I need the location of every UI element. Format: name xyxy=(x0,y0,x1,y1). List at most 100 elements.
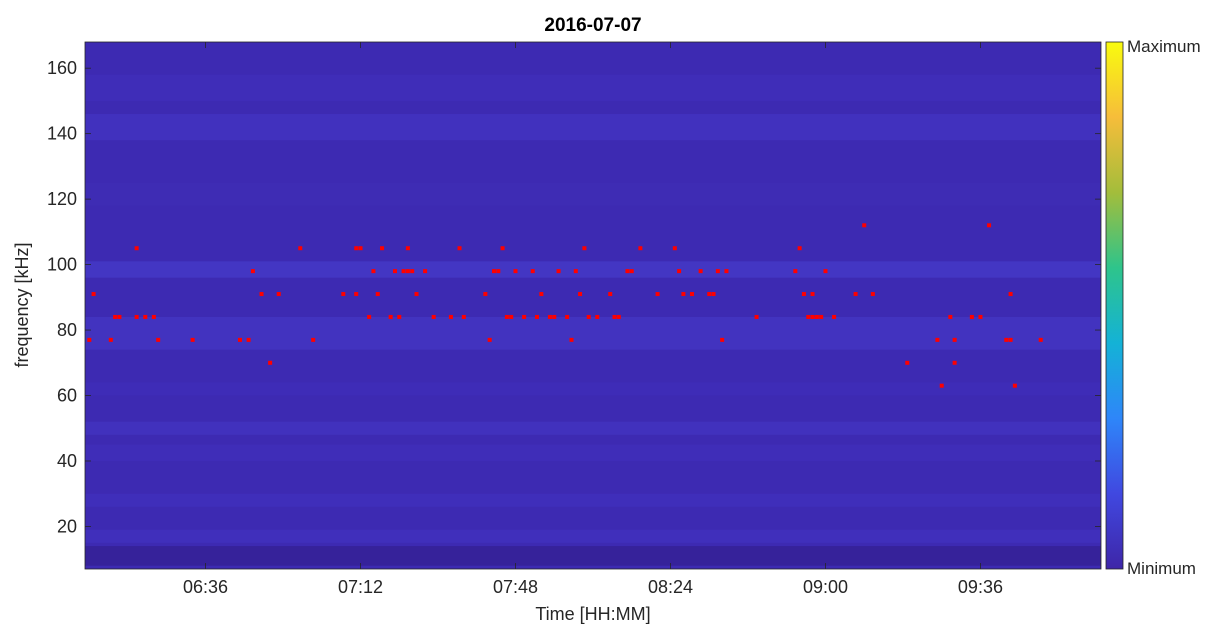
detection-marker xyxy=(431,314,436,319)
frequency-band xyxy=(85,493,1101,507)
detection-marker xyxy=(522,314,527,319)
detection-marker xyxy=(535,314,540,319)
x-tick-label: 08:24 xyxy=(648,577,693,597)
detection-marker xyxy=(151,314,156,319)
detection-marker xyxy=(806,314,811,319)
y-tick-label: 20 xyxy=(57,516,77,536)
colorbar: Maximum Minimum xyxy=(1105,37,1201,578)
detection-marker xyxy=(117,314,122,319)
detection-marker xyxy=(870,292,875,297)
detection-marker xyxy=(1008,292,1013,297)
detection-marker xyxy=(457,246,462,251)
detection-marker xyxy=(246,337,251,342)
detection-marker xyxy=(801,292,806,297)
detection-marker xyxy=(793,269,798,274)
detection-marker xyxy=(681,292,686,297)
detection-marker xyxy=(250,269,255,274)
frequency-band xyxy=(85,444,1101,461)
detection-marker xyxy=(547,314,552,319)
detection-marker xyxy=(754,314,759,319)
detection-marker xyxy=(276,292,281,297)
detection-marker xyxy=(539,292,544,297)
detection-marker xyxy=(108,337,113,342)
detection-marker xyxy=(504,314,509,319)
detection-marker xyxy=(354,246,359,251)
detection-marker xyxy=(862,223,867,228)
detection-marker xyxy=(569,337,574,342)
detection-marker xyxy=(414,292,419,297)
detection-marker xyxy=(405,246,410,251)
x-tick-label: 09:36 xyxy=(958,577,1003,597)
detection-marker xyxy=(724,269,729,274)
detection-marker xyxy=(237,337,242,342)
x-tick-label: 07:48 xyxy=(493,577,538,597)
detection-marker xyxy=(677,269,682,274)
frequency-band xyxy=(85,74,1101,101)
frequency-band xyxy=(85,114,1101,141)
plot-frame xyxy=(84,41,1102,570)
y-tick-label: 100 xyxy=(47,255,77,275)
frequency-bands xyxy=(85,74,1101,566)
chart-title: 2016-07-07 xyxy=(544,15,641,36)
detection-marker xyxy=(655,292,660,297)
y-tick-label: 80 xyxy=(57,320,77,340)
detection-marker xyxy=(500,246,505,251)
detection-marker xyxy=(720,337,725,342)
y-tick-label: 60 xyxy=(57,386,77,406)
detection-marker xyxy=(311,337,316,342)
detection-marker xyxy=(939,383,944,388)
detection-marker xyxy=(496,269,501,274)
detection-marker xyxy=(707,292,712,297)
detection-marker xyxy=(367,314,372,319)
detection-markers xyxy=(87,223,1043,388)
detection-marker xyxy=(616,314,621,319)
detection-marker xyxy=(91,292,96,297)
y-tick-label: 160 xyxy=(47,58,77,78)
detection-marker xyxy=(797,246,802,251)
x-tick-label: 07:12 xyxy=(338,577,383,597)
detection-marker xyxy=(410,269,415,274)
detection-marker xyxy=(375,292,380,297)
detection-marker xyxy=(1012,383,1017,388)
detection-marker xyxy=(530,269,535,274)
detection-marker xyxy=(380,246,385,251)
detection-marker xyxy=(423,269,428,274)
detection-marker xyxy=(405,269,410,274)
detection-marker xyxy=(853,292,858,297)
detection-marker xyxy=(612,314,617,319)
detection-marker xyxy=(358,246,363,251)
y-tick-label: 120 xyxy=(47,189,77,209)
detection-marker xyxy=(698,269,703,274)
frequency-band xyxy=(85,529,1101,543)
detection-marker xyxy=(586,314,591,319)
detection-marker xyxy=(578,292,583,297)
detection-marker xyxy=(819,314,824,319)
detection-marker xyxy=(513,269,518,274)
detection-marker xyxy=(952,360,957,365)
detection-marker xyxy=(810,314,815,319)
detection-marker xyxy=(134,314,139,319)
detection-marker xyxy=(392,269,397,274)
detection-marker xyxy=(268,360,273,365)
detection-marker xyxy=(401,269,406,274)
frequency-band xyxy=(85,546,1101,566)
colorbar-max-label: Maximum xyxy=(1127,37,1201,56)
y-tick-label: 40 xyxy=(57,451,77,471)
detection-marker xyxy=(143,314,148,319)
frequency-band xyxy=(85,316,1101,350)
detection-marker xyxy=(952,337,957,342)
detection-marker xyxy=(461,314,466,319)
detection-marker xyxy=(690,292,695,297)
y-axis-label: frequency [kHz] xyxy=(12,242,32,367)
detection-marker xyxy=(156,337,161,342)
detection-marker xyxy=(814,314,819,319)
detection-marker xyxy=(905,360,910,365)
y-axis-ticks: 20 40 60 80 100 120 140 160 xyxy=(47,58,1101,536)
frequency-band xyxy=(85,421,1101,435)
x-tick-label: 09:00 xyxy=(803,577,848,597)
detection-marker xyxy=(978,314,983,319)
detection-marker xyxy=(715,269,720,274)
detection-marker xyxy=(371,269,376,274)
